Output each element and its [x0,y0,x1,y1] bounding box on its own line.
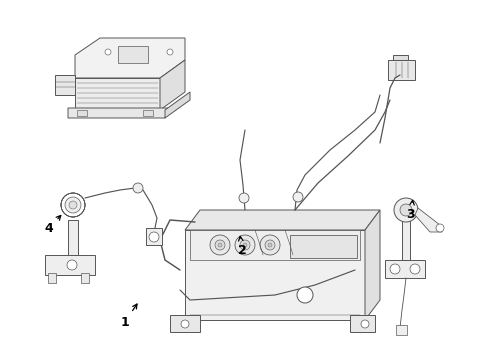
Polygon shape [118,46,148,63]
Circle shape [65,197,81,213]
Circle shape [267,243,271,247]
Polygon shape [190,230,359,260]
Polygon shape [75,38,184,78]
Circle shape [167,49,173,55]
Circle shape [360,320,368,328]
Polygon shape [68,220,78,255]
Circle shape [67,260,77,270]
Polygon shape [48,273,56,283]
Circle shape [393,198,417,222]
Polygon shape [77,110,87,116]
Polygon shape [55,75,75,95]
Polygon shape [170,315,200,332]
Circle shape [69,201,77,209]
Circle shape [296,287,312,303]
Circle shape [243,243,246,247]
Polygon shape [75,78,160,110]
Polygon shape [81,273,89,283]
Circle shape [218,243,222,247]
Polygon shape [387,60,414,80]
Circle shape [133,183,142,193]
Circle shape [389,264,399,274]
Polygon shape [395,325,406,335]
Circle shape [239,193,248,203]
Circle shape [105,49,111,55]
Polygon shape [184,230,364,320]
Polygon shape [45,255,95,275]
Circle shape [209,235,229,255]
Circle shape [260,235,280,255]
Polygon shape [392,55,407,60]
Polygon shape [184,210,379,230]
Polygon shape [401,220,409,260]
Polygon shape [146,228,162,245]
Text: 1: 1 [120,304,137,329]
Circle shape [181,320,189,328]
Circle shape [435,224,443,232]
Circle shape [240,240,249,250]
Text: 2: 2 [237,236,246,257]
Polygon shape [68,108,168,118]
Circle shape [215,240,224,250]
Circle shape [149,232,159,242]
Text: 4: 4 [44,216,61,235]
Circle shape [292,192,303,202]
Circle shape [264,240,274,250]
Text: 3: 3 [406,200,414,221]
Polygon shape [164,92,190,118]
Polygon shape [142,110,153,116]
Circle shape [235,235,254,255]
Circle shape [409,264,419,274]
Polygon shape [349,315,374,332]
Polygon shape [160,60,184,110]
Polygon shape [289,235,356,258]
Polygon shape [384,260,424,278]
Polygon shape [364,210,379,320]
Circle shape [399,204,411,216]
Polygon shape [414,208,441,232]
